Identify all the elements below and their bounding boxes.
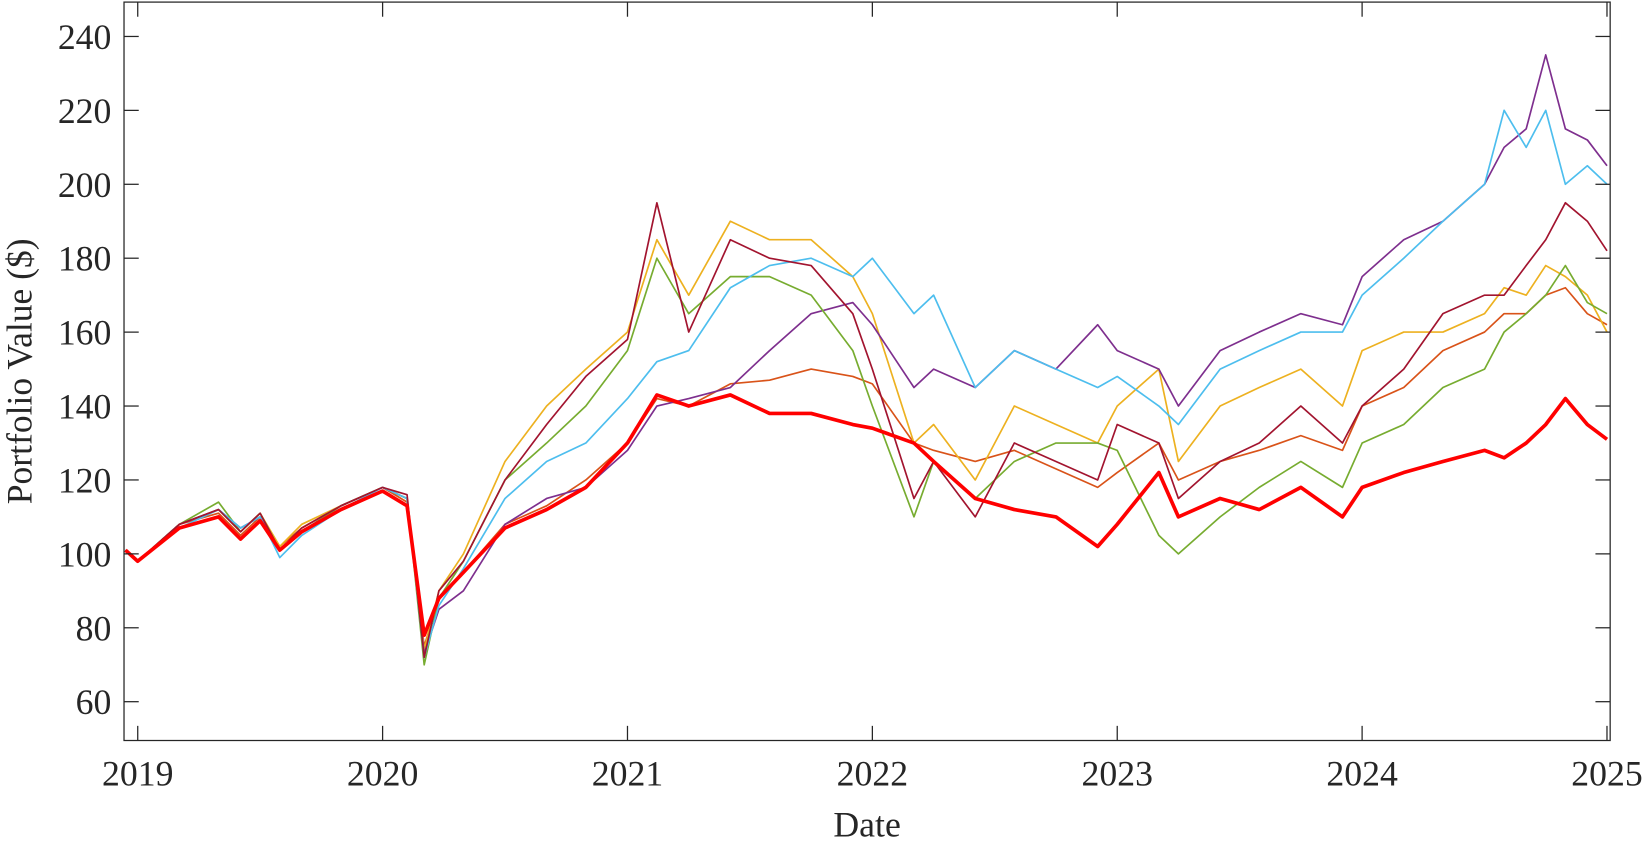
series-line [124,220,1608,651]
y-tick-label: 140 [58,387,112,427]
series-line [124,257,1608,666]
y-tick-label: 100 [58,534,112,574]
plot-frame [123,1,1611,742]
series-line [124,393,1609,638]
x-tick-label: 2019 [102,754,173,794]
x-tick-label: 2024 [1326,754,1398,794]
x-tick-label: 2021 [592,754,663,794]
y-tick-label: 240 [58,17,112,57]
x-tick-label: 2025 [1571,754,1642,794]
y-tick-label: 220 [58,91,112,131]
series-line [124,109,1608,659]
y-tick-label: 60 [76,682,112,722]
y-tick-label: 160 [58,313,112,353]
x-axis-label: Date [833,805,900,843]
y-tick-label: 200 [58,165,112,205]
series-line [124,201,1608,659]
series-line [124,286,1608,648]
x-tick-label: 2022 [837,754,908,794]
y-tick-label: 80 [76,608,112,648]
x-tick-label: 2023 [1082,754,1153,794]
y-tick-label: 120 [58,461,112,501]
y-tick-label: 180 [58,239,112,279]
x-tick-label: 2020 [347,754,418,794]
y-axis-label: Portfolio Value ($) [0,238,40,504]
